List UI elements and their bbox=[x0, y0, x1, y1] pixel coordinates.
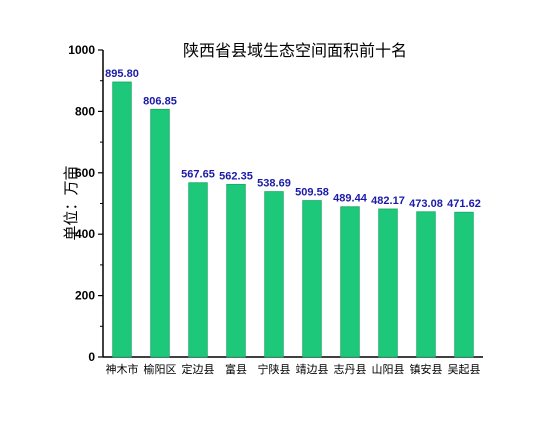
x-tick-label: 榆阳区 bbox=[144, 362, 177, 376]
x-tick-label: 富县 bbox=[225, 362, 247, 376]
chart-title: 陕西省县域生态空间面积前十名 bbox=[183, 41, 407, 60]
x-tick-label: 志丹县 bbox=[334, 363, 367, 376]
y-tick-label: 1000 bbox=[68, 43, 95, 57]
x-tick-label: 吴起县 bbox=[448, 363, 481, 376]
y-tick-label: 800 bbox=[75, 104, 95, 118]
bar-10 bbox=[454, 211, 474, 358]
data-label: 489.44 bbox=[333, 193, 368, 205]
bar-3 bbox=[188, 182, 208, 358]
x-tick-label: 神木市 bbox=[106, 362, 139, 376]
y-axis-label: 单位：万亩 bbox=[62, 165, 80, 240]
bar-9 bbox=[416, 211, 436, 358]
data-label: 538.69 bbox=[257, 178, 291, 190]
data-label: 473.08 bbox=[409, 198, 443, 210]
data-label: 806.85 bbox=[143, 95, 177, 107]
x-tick-label: 山阳县 bbox=[372, 363, 405, 376]
x-tick-label: 靖边县 bbox=[296, 363, 329, 376]
data-label: 471.62 bbox=[447, 198, 481, 210]
x-tick-label: 定边县 bbox=[182, 362, 215, 376]
bar-4 bbox=[226, 183, 246, 358]
y-tick-label: 0 bbox=[88, 350, 95, 364]
bar-5 bbox=[264, 191, 284, 358]
data-label: 509.58 bbox=[295, 187, 329, 199]
data-label: 895.80 bbox=[105, 68, 139, 80]
data-label: 567.65 bbox=[181, 169, 215, 181]
bar-1 bbox=[112, 81, 132, 358]
y-tick-label: 200 bbox=[75, 289, 95, 303]
y-tick-label: 600 bbox=[75, 166, 95, 180]
x-tick-label: 镇安县 bbox=[410, 362, 443, 376]
x-tick-label: 宁陕县 bbox=[258, 362, 291, 376]
y-tick-label: 400 bbox=[75, 227, 95, 241]
bar-2 bbox=[150, 108, 170, 358]
data-label: 562.35 bbox=[219, 170, 253, 182]
bar-8 bbox=[378, 208, 398, 358]
bar-7 bbox=[340, 206, 360, 358]
bar-6 bbox=[302, 200, 322, 358]
data-label: 482.17 bbox=[371, 195, 405, 207]
plot-area: 0 200 400 600 800 1000 895.80 神木市 806.85 榆阳区 567.6… bbox=[68, 43, 483, 376]
